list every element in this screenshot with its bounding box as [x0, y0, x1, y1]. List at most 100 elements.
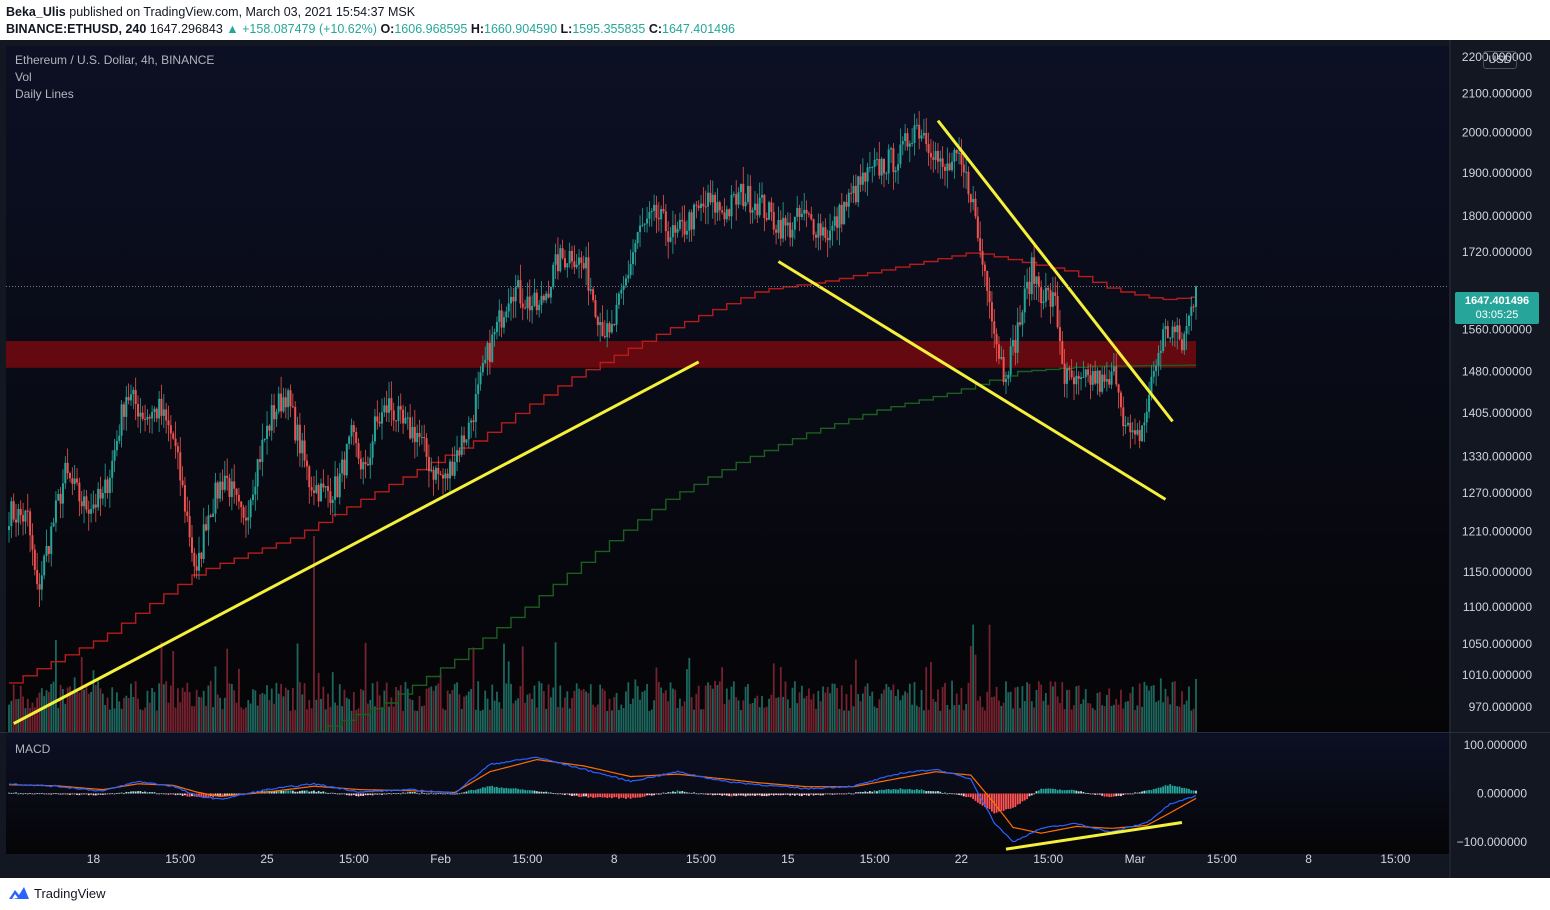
- candle-body: [951, 161, 954, 171]
- candle-body: [556, 254, 559, 272]
- volume-bar: [282, 696, 285, 732]
- macd-histogram-bar: [352, 793, 355, 795]
- currency-badge[interactable]: USD: [1483, 51, 1517, 69]
- candle: [535, 288, 538, 315]
- candle-body: [524, 307, 527, 309]
- macd-legend[interactable]: MACD: [15, 742, 51, 756]
- volume-bar: [209, 680, 212, 732]
- candle: [843, 200, 846, 225]
- candle: [205, 516, 208, 532]
- candle-body: [676, 228, 679, 233]
- candle: [1058, 310, 1061, 355]
- tradingview-logo-icon[interactable]: [8, 884, 30, 902]
- candle: [676, 221, 679, 238]
- macd-histogram-bar: [892, 789, 895, 794]
- volume-bar: [303, 683, 306, 732]
- volume-bar: [648, 710, 651, 732]
- price-chart[interactable]: 970.0000001010.0000001050.0000001100.000…: [0, 40, 1550, 878]
- candle-body: [310, 487, 313, 491]
- candle: [742, 166, 745, 210]
- candle-body: [960, 152, 963, 165]
- macd-histogram-bar: [667, 792, 670, 794]
- macd-histogram-bar: [334, 793, 336, 795]
- volume-bar: [918, 707, 921, 732]
- volume-bar: [320, 698, 322, 732]
- macd-histogram-bar: [791, 793, 794, 796]
- candle: [1131, 421, 1134, 440]
- volume-bar: [306, 709, 308, 732]
- candle: [470, 417, 473, 439]
- volume-bar: [188, 692, 191, 732]
- macd-histogram-bar: [838, 793, 841, 795]
- daily-lines-legend[interactable]: Daily Lines: [15, 87, 74, 101]
- volume-bar: [1054, 681, 1057, 732]
- volume-bar: [599, 684, 602, 732]
- volume-bar: [397, 690, 400, 732]
- candle: [261, 423, 264, 477]
- volume-bar: [491, 684, 494, 732]
- candle-body: [782, 217, 785, 239]
- macd-histogram-bar: [1155, 788, 1158, 794]
- candle: [1164, 318, 1167, 347]
- macd-histogram-bar: [148, 792, 151, 794]
- candle-body: [793, 216, 796, 230]
- macd-histogram-bar: [24, 793, 27, 795]
- macd-histogram-bar: [740, 793, 742, 796]
- macd-histogram-bar: [599, 793, 602, 798]
- chart-area[interactable]: 970.000000 1010.000000 1050.000000 1100.000…: [0, 40, 1550, 878]
- candle: [1047, 285, 1050, 301]
- volume-bar: [294, 709, 297, 732]
- macd-histogram-bar: [313, 790, 315, 794]
- candle: [357, 438, 360, 465]
- volume-bar: [866, 683, 869, 732]
- candle-body: [179, 452, 182, 481]
- candle: [106, 476, 109, 499]
- candle: [1002, 349, 1005, 386]
- macd-histogram-bar: [995, 793, 998, 813]
- candle: [613, 323, 616, 327]
- volume-bar: [1143, 681, 1146, 732]
- volume-bar: [1098, 691, 1101, 732]
- volume-bar: [1117, 704, 1120, 732]
- candle: [444, 468, 447, 492]
- volume-bar: [620, 704, 623, 732]
- candle-body: [1023, 288, 1026, 313]
- candle: [617, 291, 620, 309]
- candle: [667, 221, 670, 259]
- macd-histogram-bar: [679, 791, 681, 794]
- vol-legend[interactable]: Vol: [15, 70, 32, 84]
- candle: [467, 416, 470, 449]
- candle: [99, 476, 102, 516]
- candle-body: [751, 210, 754, 213]
- volume-bar: [280, 683, 283, 732]
- candle-body: [242, 507, 245, 518]
- candle-body: [437, 467, 440, 474]
- macd-histogram-bar: [470, 789, 473, 794]
- candle-body: [714, 194, 717, 213]
- footer-bar: TradingView: [0, 878, 1550, 910]
- macd-histogram-bar: [693, 792, 695, 794]
- macd-histogram-bar: [381, 793, 383, 795]
- macd-histogram-bar: [1117, 793, 1120, 796]
- volume-bar: [465, 695, 468, 732]
- candle-body: [786, 222, 789, 226]
- candle: [165, 403, 168, 434]
- candle: [1042, 289, 1045, 310]
- candle: [181, 466, 184, 488]
- author-name[interactable]: Beka_Ulis: [6, 5, 66, 19]
- candle: [1054, 276, 1057, 306]
- macd-histogram-bar: [664, 793, 667, 795]
- macd-histogram-bar: [350, 793, 353, 796]
- macd-histogram-bar: [406, 792, 409, 794]
- macd-histogram-bar: [345, 793, 348, 796]
- macd-histogram-bar: [904, 789, 907, 794]
- brand-name[interactable]: TradingView: [34, 886, 106, 901]
- x-tick-label: 25: [260, 852, 274, 866]
- candle-body: [1157, 352, 1160, 366]
- macd-histogram-bar: [1035, 791, 1038, 794]
- candle-body: [704, 206, 707, 208]
- macd-histogram-bar: [1063, 790, 1066, 794]
- chart-title[interactable]: Ethereum / U.S. Dollar, 4h, BINANCE: [15, 53, 215, 67]
- candle-body: [749, 185, 752, 213]
- candle-body: [26, 510, 29, 512]
